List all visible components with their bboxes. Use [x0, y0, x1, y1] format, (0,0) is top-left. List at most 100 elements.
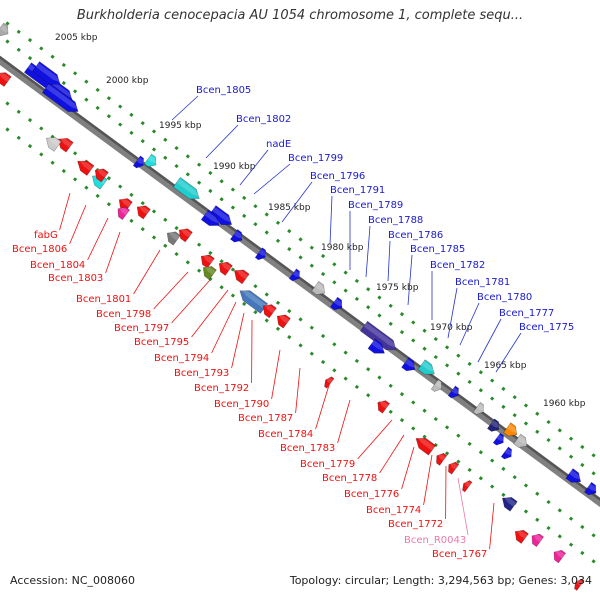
gene-reverse-arrow[interactable]	[134, 202, 151, 220]
gene-reverse-arrow[interactable]	[274, 311, 291, 329]
gene-label-forward[interactable]: Bcen_1805	[196, 85, 251, 96]
gene-reverse-arrow[interactable]	[216, 259, 233, 276]
gene-reverse-arrow[interactable]	[176, 225, 193, 243]
leader-line	[457, 477, 469, 536]
leader-line	[407, 254, 413, 306]
gene-reverse-arrow[interactable]	[114, 204, 131, 221]
gene-reverse-arrow[interactable]	[374, 398, 391, 414]
gene-forward-arrow[interactable]	[288, 268, 303, 283]
gene-label-reverse[interactable]: Bcen_1794	[154, 353, 209, 364]
scale-dots-outer-forward	[0, 16, 600, 462]
gene-forward-arrow[interactable]	[229, 229, 245, 246]
gene-reverse-arrow[interactable]	[528, 531, 545, 548]
gene-forward-arrow[interactable]	[500, 446, 515, 461]
gene-label-reverse[interactable]: Bcen_1804	[30, 260, 85, 271]
gene-reverse-arrow[interactable]	[572, 577, 585, 591]
gene-label-reverse[interactable]: Bcen_1776	[344, 489, 399, 500]
gene-forward-arrow[interactable]	[143, 153, 159, 170]
gene-label-reverse[interactable]: Bcen_1793	[174, 368, 229, 379]
gene-forward-arrow[interactable]	[430, 379, 445, 393]
gene-label-reverse[interactable]: Bcen_1787	[238, 413, 293, 424]
gene-label-forward[interactable]: Bcen_1785	[410, 244, 465, 255]
gene-forward-arrow[interactable]	[513, 433, 531, 451]
gene-label-reverse[interactable]: Bcen_1806	[12, 244, 67, 255]
leader-line	[357, 419, 393, 460]
gene-forward-arrow[interactable]	[329, 296, 345, 313]
gene-label-reverse[interactable]: Bcen_1783	[280, 443, 335, 454]
gene-forward-arrow[interactable]	[200, 209, 223, 230]
leader-line	[489, 502, 495, 550]
gene-reverse-arrow[interactable]	[512, 527, 529, 544]
gene-label-reverse[interactable]: Bcen_1803	[48, 273, 103, 284]
gene-forward-arrow[interactable]	[401, 357, 419, 375]
gene-reverse-arrow[interactable]	[74, 156, 95, 176]
gene-label-reverse[interactable]: Bcen_1774	[366, 505, 421, 516]
gene-label-forward[interactable]: Bcen_1775	[519, 322, 574, 333]
gene-forward-arrow[interactable]	[254, 247, 269, 262]
gene-label-forward[interactable]: nadE	[266, 139, 291, 150]
scale-dots-inner-reverse	[0, 96, 600, 542]
gene-forward-arrow[interactable]	[472, 401, 487, 416]
gene-label-reverse[interactable]: Bcen_1795	[134, 337, 189, 348]
gene-forward-arrow[interactable]	[565, 468, 584, 487]
gene-forward-arrow[interactable]	[311, 280, 329, 298]
gene-label-forward[interactable]: Bcen_1780	[477, 292, 532, 303]
gene-label-reverse[interactable]: Bcen_1790	[214, 399, 269, 410]
gene-reverse-arrow[interactable]	[550, 547, 567, 564]
gene-label-reverse[interactable]: Bcen_1801	[76, 294, 131, 305]
gene-reverse-arrow[interactable]	[236, 286, 269, 314]
gene-reverse-arrow[interactable]	[433, 451, 448, 466]
gene-label-reverse[interactable]: Bcen_R0043	[404, 535, 466, 546]
gene-forward-arrow[interactable]	[172, 176, 203, 203]
gene-reverse-arrow[interactable]	[460, 479, 473, 493]
gene-label-forward[interactable]: Bcen_1791	[330, 185, 385, 196]
gene-label-reverse[interactable]: Bcen_1784	[258, 429, 313, 440]
gene-forward-arrow[interactable]	[41, 82, 81, 116]
gene-label-reverse[interactable]: Bcen_1798	[96, 309, 151, 320]
gene-reverse-arrow[interactable]	[412, 434, 437, 456]
gene-label-reverse[interactable]: Bcen_1778	[322, 473, 377, 484]
gene-label-forward[interactable]: Bcen_1802	[236, 114, 291, 125]
gene-reverse-arrow[interactable]	[198, 251, 215, 269]
gene-label-forward[interactable]: Bcen_1777	[499, 308, 554, 319]
gene-forward-arrow[interactable]	[367, 338, 388, 358]
gene-reverse-arrow[interactable]	[260, 301, 277, 319]
gene-label-forward[interactable]: Bcen_1781	[455, 277, 510, 288]
gene-label-reverse[interactable]: Bcen_1779	[300, 459, 355, 470]
leader-line	[253, 163, 291, 195]
gene-label-reverse[interactable]: Bcen_1797	[114, 323, 169, 334]
gene-forward-arrow[interactable]	[503, 422, 521, 440]
gene-forward-arrow[interactable]	[0, 22, 12, 39]
gene-forward-arrow[interactable]	[132, 155, 147, 170]
scale-label: 2000 kbp	[106, 76, 149, 86]
gene-forward-arrow[interactable]	[583, 481, 599, 498]
gene-reverse-arrow[interactable]	[0, 68, 12, 87]
gene-label-forward[interactable]: Bcen_1789	[348, 200, 403, 211]
gene-forward-arrow[interactable]	[486, 418, 502, 435]
gene-reverse-arrow[interactable]	[200, 263, 217, 281]
gene-label-forward[interactable]: Bcen_1788	[368, 215, 423, 226]
gene-forward-arrow[interactable]	[31, 61, 63, 89]
gene-forward-arrow[interactable]	[447, 385, 462, 400]
gene-forward-arrow[interactable]	[492, 432, 507, 447]
gene-label-reverse[interactable]: Bcen_1767	[432, 549, 487, 560]
scale-label: 2005 kbp	[55, 33, 98, 43]
gene-reverse-arrow[interactable]	[322, 375, 335, 389]
gene-label-forward[interactable]: Bcen_1796	[310, 171, 365, 182]
gene-label-reverse[interactable]: fabG	[34, 230, 58, 241]
gene-reverse-arrow[interactable]	[445, 460, 460, 475]
gene-label-forward[interactable]: Bcen_1782	[430, 260, 485, 271]
gene-reverse-arrow[interactable]	[92, 165, 109, 183]
gene-reverse-arrow[interactable]	[164, 228, 181, 246]
leader-line	[69, 204, 87, 245]
gene-label-forward[interactable]: Bcen_1799	[288, 153, 343, 164]
gene-label-forward[interactable]: Bcen_1786	[388, 230, 443, 241]
gene-reverse-arrow[interactable]	[231, 266, 250, 285]
gene-reverse-arrow[interactable]	[43, 133, 62, 152]
genome-summary: Topology: circular; Length: 3,294,563 bp…	[289, 574, 592, 587]
gene-forward-arrow[interactable]	[417, 359, 438, 379]
gene-label-reverse[interactable]: Bcen_1792	[194, 383, 249, 394]
gene-reverse-arrow[interactable]	[499, 493, 518, 512]
gene-label-reverse[interactable]: Bcen_1772	[388, 519, 443, 530]
gene-forward-arrow[interactable]	[359, 320, 399, 354]
